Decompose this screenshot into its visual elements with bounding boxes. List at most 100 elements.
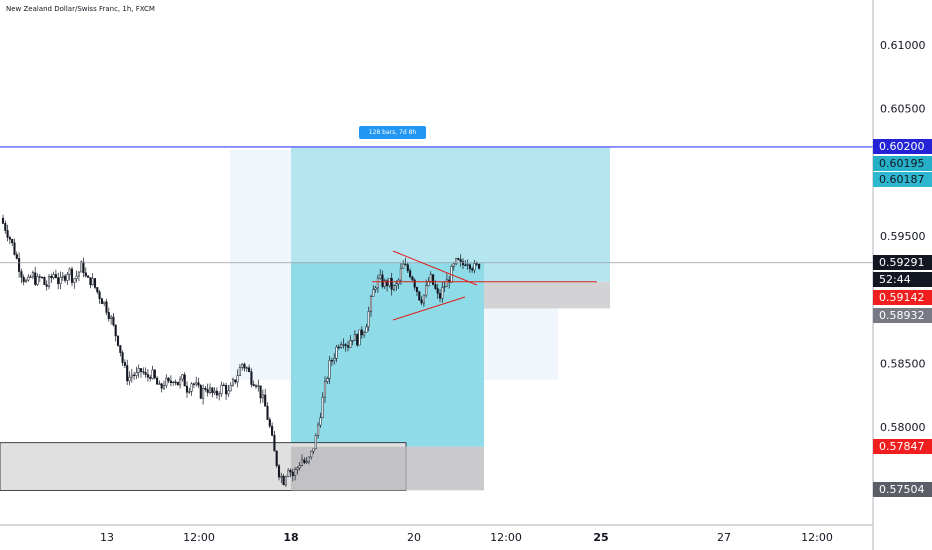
- candle-body: [264, 394, 267, 407]
- candle: [59, 271, 62, 290]
- candle-body: [84, 272, 87, 277]
- candle-body: [13, 242, 16, 255]
- price-tag: 0.59142: [873, 290, 932, 305]
- candle-body: [294, 469, 297, 476]
- candle: [70, 266, 74, 287]
- candle-body: [252, 384, 255, 386]
- candle-body: [151, 369, 154, 379]
- candle: [321, 392, 324, 419]
- candle: [130, 368, 133, 383]
- candle-body: [96, 287, 99, 293]
- candle-body: [374, 287, 377, 290]
- y-tick-label: 0.58000: [880, 421, 926, 434]
- candle: [206, 383, 209, 397]
- drawing-lines: [0, 146, 873, 321]
- candle-body: [346, 345, 350, 348]
- candle-body: [234, 379, 237, 383]
- candle-body: [8, 237, 11, 240]
- candle-body: [199, 385, 202, 399]
- candle-body: [70, 268, 74, 283]
- y-tick-label: 0.61000: [880, 39, 926, 52]
- candle-body: [457, 258, 460, 260]
- candle: [420, 296, 423, 306]
- candle: [351, 340, 354, 346]
- candle-body: [464, 264, 467, 266]
- candle: [165, 374, 168, 389]
- candle: [471, 266, 474, 273]
- price-tag: 52:44: [873, 272, 932, 287]
- candle: [294, 467, 297, 481]
- candle: [119, 345, 122, 357]
- candle-body: [179, 378, 182, 386]
- candle-body: [360, 329, 363, 336]
- candle-body: [376, 277, 379, 289]
- candle: [266, 402, 269, 420]
- candle-body: [91, 278, 94, 286]
- candle-body: [404, 263, 407, 266]
- candle: [188, 387, 191, 395]
- candle: [6, 224, 9, 242]
- candle: [126, 359, 129, 386]
- candle-body: [103, 301, 106, 304]
- price-tag: 0.57847: [873, 439, 932, 454]
- candle: [300, 454, 304, 467]
- candle-body: [356, 334, 359, 346]
- candle-body: [153, 369, 156, 379]
- candle-body: [369, 296, 373, 312]
- candle-body: [11, 238, 14, 244]
- candle-body: [335, 346, 338, 359]
- candle-body: [296, 467, 299, 470]
- candle-body: [64, 275, 67, 281]
- price-tag: 0.59291: [873, 255, 932, 270]
- candle-body: [250, 371, 253, 385]
- candle-body: [183, 374, 186, 387]
- candle-body: [110, 316, 113, 319]
- candle: [312, 448, 315, 455]
- candle: [257, 379, 260, 392]
- candle: [367, 306, 370, 332]
- candle: [280, 472, 283, 484]
- candle: [250, 368, 253, 388]
- candle: [333, 353, 336, 365]
- candle-body: [471, 268, 474, 271]
- candle-body: [59, 277, 62, 284]
- candle-body: [314, 435, 317, 450]
- candle: [149, 374, 152, 382]
- candle: [445, 273, 448, 287]
- candle: [61, 271, 64, 281]
- candle-body: [93, 278, 97, 288]
- candle-body: [116, 335, 120, 346]
- candle-body: [386, 280, 389, 286]
- candle: [284, 475, 287, 487]
- candle-body: [18, 258, 21, 272]
- candle-body: [353, 334, 356, 341]
- candle: [52, 271, 55, 280]
- candle-body: [41, 276, 44, 279]
- candle-body: [277, 465, 281, 478]
- candle: [340, 341, 343, 349]
- candle: [153, 368, 156, 380]
- candle: [328, 355, 331, 384]
- candle: [287, 468, 290, 478]
- candle: [41, 276, 44, 279]
- measure-label[interactable]: 128 bars, 7d 8h: [359, 126, 426, 139]
- candle-body: [282, 475, 285, 486]
- candle-body: [261, 394, 264, 399]
- candle-body: [119, 345, 122, 353]
- candle: [344, 343, 347, 352]
- candle: [478, 263, 481, 270]
- candle: [183, 372, 186, 387]
- y-tick-label: 0.59500: [880, 230, 926, 243]
- x-tick-label: 12:00: [801, 531, 833, 544]
- candle: [222, 382, 225, 387]
- candle-body: [61, 275, 64, 278]
- candle-body: [29, 276, 32, 278]
- candle: [409, 268, 412, 279]
- candle-body: [144, 372, 147, 375]
- candle-body: [149, 376, 152, 379]
- candle-body: [363, 332, 366, 336]
- candle: [289, 468, 292, 478]
- candle-body: [133, 374, 136, 377]
